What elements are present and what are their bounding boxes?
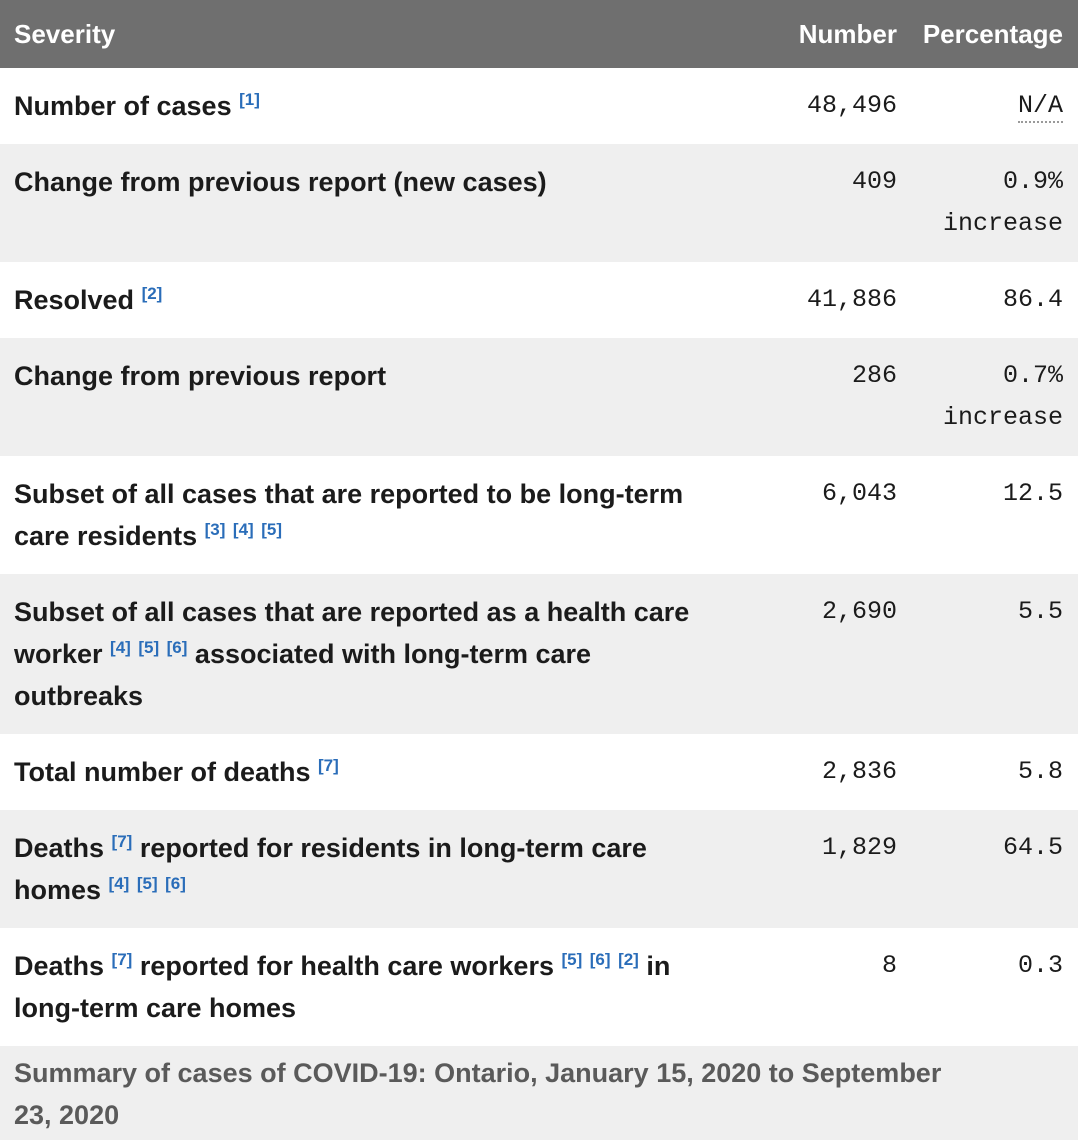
- table-row: Subset of all cases that are reported as…: [0, 574, 1078, 734]
- percentage-cell: 12.5: [1002, 479, 1063, 508]
- severity-cell: Resolved [2]: [0, 262, 746, 338]
- severity-cell: Number of cases [1]: [0, 68, 746, 144]
- footnote-ref[interactable]: [3]: [204, 520, 226, 539]
- number-cell: 8: [881, 951, 897, 980]
- severity-cell: Subset of all cases that are reported as…: [0, 574, 746, 734]
- table-row: Deaths [7] reported for health care work…: [0, 928, 1078, 1046]
- severity-label: Subset of all cases that are reported as…: [14, 597, 690, 711]
- table-header: Severity Number Percentage: [0, 0, 1078, 68]
- footnote-ref[interactable]: [4]: [232, 520, 254, 539]
- footnote-ref[interactable]: [6]: [166, 638, 188, 657]
- number-cell: 2,836: [821, 757, 897, 786]
- number-cell: 48,496: [806, 91, 897, 120]
- footnote-ref[interactable]: [1]: [239, 90, 260, 109]
- severity-cell: Total number of deaths [7]: [0, 734, 746, 810]
- not-applicable-value: N/A: [1017, 91, 1063, 123]
- percentage-cell: 0.7% increase: [942, 361, 1063, 432]
- table-row: Total number of deaths [7] 2,836 5.8: [0, 734, 1078, 810]
- number-cell: 409: [851, 167, 897, 196]
- footnote-ref[interactable]: [5]: [138, 638, 160, 657]
- percentage-cell: 0.9% increase: [942, 167, 1063, 238]
- footnote-ref[interactable]: [5]: [561, 950, 583, 969]
- footnote-ref[interactable]: [7]: [111, 950, 133, 969]
- footnote-ref[interactable]: [2]: [141, 284, 163, 303]
- footnote-ref[interactable]: [5]: [136, 874, 158, 893]
- footnote-ref[interactable]: [5]: [261, 520, 282, 539]
- table-row: Change from previous report (new cases) …: [0, 144, 1078, 262]
- number-cell: 41,886: [806, 285, 897, 314]
- severity-label: Change from previous report (new cases): [14, 167, 547, 197]
- number-cell: 6,043: [821, 479, 897, 508]
- percentage-cell: 5.5: [1017, 597, 1063, 626]
- severity-label: Deaths [7] reported for residents in lon…: [14, 832, 647, 905]
- column-header-number: Number: [746, 0, 912, 68]
- column-header-percentage: Percentage: [912, 0, 1078, 68]
- severity-cell: Deaths [7] reported for residents in lon…: [0, 810, 746, 928]
- percentage-cell: 64.5: [1002, 833, 1063, 862]
- percentage-cell: 86.4: [1002, 285, 1063, 314]
- number-cell: 286: [851, 361, 897, 390]
- number-cell: 2,690: [821, 597, 897, 626]
- severity-cell: Change from previous report (new cases): [0, 144, 746, 262]
- severity-label: Change from previous report: [14, 361, 387, 391]
- table-body: Number of cases [1] 48,496 N/A Change fr…: [0, 68, 1078, 1046]
- percentage-cell: 0.3: [1017, 951, 1063, 980]
- footnote-ref[interactable]: [4]: [108, 874, 130, 893]
- severity-cell: Subset of all cases that are reported to…: [0, 456, 746, 574]
- severity-cell: Change from previous report: [0, 338, 746, 456]
- percentage-cell: 5.8: [1017, 757, 1063, 786]
- footnote-ref[interactable]: [6]: [589, 950, 611, 969]
- header-row: Severity Number Percentage: [0, 0, 1078, 68]
- table-row: Subset of all cases that are reported to…: [0, 456, 1078, 574]
- footnote-ref[interactable]: [2]: [618, 950, 639, 969]
- table-footer: Summary of cases of COVID-19: Ontario, J…: [0, 1046, 1078, 1140]
- percentage-cell: N/A: [912, 68, 1078, 144]
- footnote-ref[interactable]: [7]: [111, 832, 133, 851]
- footnote-ref[interactable]: [7]: [318, 756, 339, 775]
- severity-cell: Deaths [7] reported for health care work…: [0, 928, 746, 1046]
- number-cell: 1,829: [821, 833, 897, 862]
- footnote-ref[interactable]: [6]: [165, 874, 186, 893]
- severity-label: Number of cases [1]: [14, 90, 260, 121]
- table-row: Number of cases [1] 48,496 N/A: [0, 68, 1078, 144]
- table-row: Change from previous report 286 0.7% inc…: [0, 338, 1078, 456]
- column-header-severity: Severity: [0, 0, 746, 68]
- severity-label: Resolved [2]: [14, 284, 163, 315]
- severity-label: Total number of deaths [7]: [14, 756, 339, 787]
- severity-label: Subset of all cases that are reported to…: [14, 479, 684, 551]
- footnote-ref[interactable]: [4]: [110, 638, 131, 657]
- caption-row: Summary of cases of COVID-19: Ontario, J…: [0, 1046, 1078, 1140]
- severity-label: Deaths [7] reported for health care work…: [14, 950, 671, 1023]
- table-caption: Summary of cases of COVID-19: Ontario, J…: [0, 1046, 1078, 1140]
- table-row: Resolved [2] 41,886 86.4: [0, 262, 1078, 338]
- table-row: Deaths [7] reported for residents in lon…: [0, 810, 1078, 928]
